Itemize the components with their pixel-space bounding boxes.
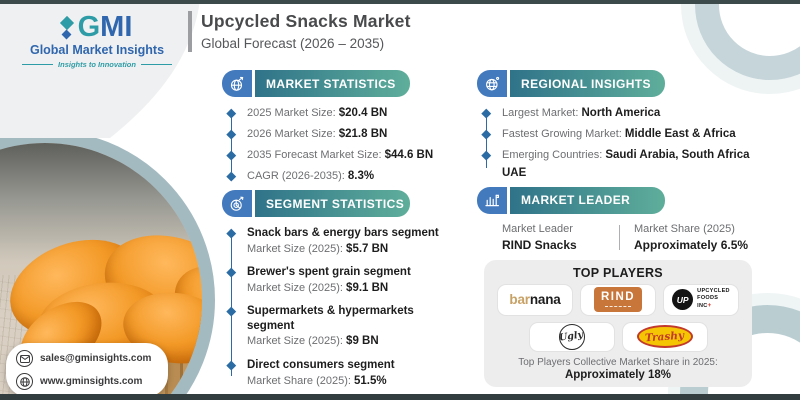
list-item: Direct consumers segment Market Share (2…: [228, 358, 474, 389]
decorative-ring-top-right: [695, 0, 800, 80]
contact-card: sales@gminsights.com www.gminsights.com: [6, 343, 168, 397]
gmi-monogram: GMI: [14, 13, 180, 42]
page-subtitle: Global Forecast (2026 – 2035): [201, 36, 385, 51]
list-item: CAGR (2026-2035): 8.3%: [228, 169, 474, 185]
player-logo-barnana: barnana: [497, 283, 573, 316]
top-players-row-1: barnana RIND UP UPCYCLED FOODS INC+: [494, 283, 742, 316]
pie-chart-icon: [222, 190, 252, 218]
globe-icon: [477, 70, 507, 97]
bullet-track: [230, 115, 232, 172]
vertical-divider: [619, 224, 620, 250]
list-item: 2025 Market Size: $20.4 BN: [228, 106, 474, 122]
market-statistics-title: MARKET STATISTICS: [255, 70, 410, 97]
list-item: 2035 Forecast Market Size: $44.6 BN: [228, 148, 474, 164]
market-leader-info: Market Leader RIND Snacks Market Share (…: [483, 223, 793, 252]
regional-insights-title: REGIONAL INSIGHTS: [510, 70, 665, 97]
top-players-title: TOP PLAYERS: [573, 265, 663, 280]
logo-panel: [0, 0, 212, 143]
market-leader-header: MARKET LEADER: [477, 186, 665, 214]
gmi-letters-mi: MI: [100, 11, 133, 43]
title-accent-bar: [188, 11, 192, 52]
regional-insights-header: REGIONAL INSIGHTS: [477, 70, 665, 97]
website-globe-icon: [16, 373, 33, 390]
leader-label: Market Leader: [502, 222, 573, 235]
contact-email-text: sales@gminsights.com: [40, 353, 152, 364]
tagline-rule-left: [22, 64, 54, 65]
list-item: Largest Market: North America: [483, 106, 793, 122]
page-title: Upcycled Snacks Market: [201, 11, 411, 31]
segment-statistics-header: SEGMENT STATISTICS: [222, 190, 410, 218]
segment-statistics-title: SEGMENT STATISTICS: [255, 190, 410, 218]
contact-website[interactable]: www.gminsights.com: [16, 373, 158, 390]
player-logo-trashy: Trashy: [621, 321, 708, 352]
contact-email[interactable]: sales@gminsights.com: [16, 350, 158, 367]
gmi-diamond-icon: [59, 15, 74, 39]
bottom-border: [0, 394, 800, 400]
gmi-logo: GMI Global Market Insights Insights to I…: [14, 13, 180, 69]
top-players-panel: TOP PLAYERS barnana RIND UP UPCYCLED FOO…: [484, 259, 752, 387]
list-item: Snack bars & energy bars segment Market …: [228, 226, 474, 257]
top-border: [0, 0, 800, 4]
tagline-rule-right: [140, 64, 173, 65]
collective-share-value: Approximately 18%: [564, 368, 672, 381]
list-item: Fastest Growing Market: Middle East & Af…: [483, 127, 793, 143]
segment-statistics-list: Snack bars & energy bars segment Market …: [228, 226, 474, 389]
emerging-countries-wrap: UAE: [502, 166, 527, 179]
list-item: Emerging Countries: Saudi Arabia, South …: [483, 148, 793, 181]
market-leader-title: MARKET LEADER: [510, 186, 665, 214]
player-logo-rind: RIND: [580, 283, 656, 316]
list-item: 2026 Market Size: $21.8 BN: [228, 127, 474, 143]
gmi-letter-g: G: [77, 11, 101, 43]
player-logo-upcycled-foods: UP UPCYCLED FOODS INC+: [663, 283, 739, 316]
globe-chart-icon: [222, 70, 252, 97]
email-icon: [16, 350, 33, 367]
column-statistics: MARKET STATISTICS 2025 Market Size: $20.…: [222, 70, 474, 397]
list-item: Supermarkets & hypermarkets segment Mark…: [228, 304, 474, 350]
share-value: Approximately 6.5%: [634, 237, 749, 252]
leader-value: RIND Snacks: [502, 237, 577, 252]
market-statistics-header: MARKET STATISTICS: [222, 70, 410, 97]
top-players-row-2: Ugly Trashy: [494, 321, 742, 352]
company-tagline: Insights to Innovation: [58, 60, 136, 69]
market-share-block: Market Share (2025) Approximately 6.5%: [634, 223, 748, 252]
player-logo-ugly-company: Ugly: [528, 321, 615, 352]
logo-panel-swoosh: [0, 0, 200, 138]
column-insights: REGIONAL INSIGHTS Largest Market: North …: [477, 70, 793, 387]
bar-chart-icon: [477, 186, 507, 214]
regional-insights-list: Largest Market: North America Fastest Gr…: [483, 106, 793, 181]
share-label: Market Share (2025): [634, 222, 735, 235]
market-statistics-list: 2025 Market Size: $20.4 BN 2026 Market S…: [228, 106, 474, 185]
collective-share-label: Top Players Collective Market Share in 2…: [518, 356, 718, 368]
page-header: Upcycled Snacks Market Global Forecast (…: [188, 11, 411, 52]
company-name: Global Market Insights: [29, 43, 165, 57]
contact-website-text: www.gminsights.com: [40, 376, 143, 387]
list-item: Brewer's spent grain segment Market Size…: [228, 265, 474, 296]
market-leader-block: Market Leader RIND Snacks: [483, 223, 619, 252]
